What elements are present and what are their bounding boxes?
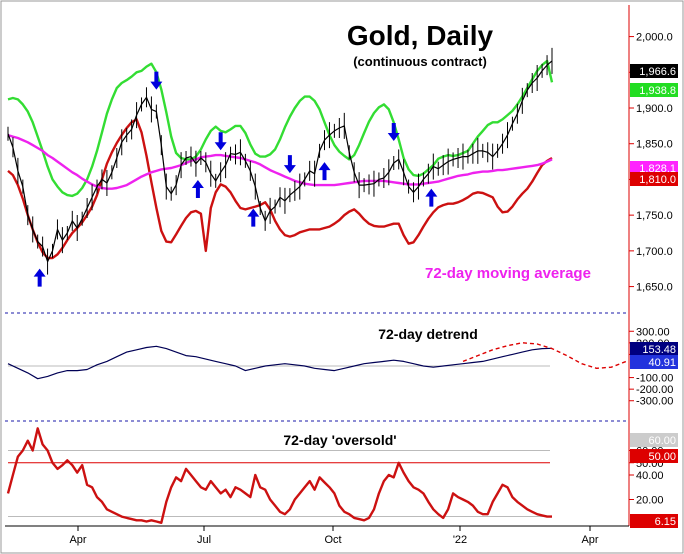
oversold-panel: 72-day 'oversold' 20.00 40.00 50.00 60.00 6… (6, 427, 678, 528)
x-tick-label: Apr (69, 534, 86, 546)
value-tag-box (630, 83, 678, 97)
arrow-up-marker (425, 188, 438, 207)
value-tag-box (630, 172, 678, 186)
y-tick-label: 1,750.0 (636, 210, 673, 222)
oversold-value-tags: 60.00 50.00 6.15 (630, 433, 678, 528)
arrow-up-marker (318, 162, 331, 181)
value-tag-label: 1,938.8 (639, 85, 676, 97)
value-tag-label: 1,810.0 (639, 174, 676, 186)
series-line-lower-band (7, 118, 553, 260)
x-axis-ticks: Apr Jul Oct '22 Apr (69, 526, 599, 546)
x-tick-label: Oct (324, 534, 341, 546)
series-line-detrend (7, 345, 553, 380)
y-tick-label: 1,900.0 (636, 103, 673, 115)
series-line-72-day-moving-average (7, 133, 553, 190)
series-line-projection (462, 342, 627, 369)
value-tag-label: 1,966.6 (639, 66, 676, 78)
value-tag-box (630, 342, 678, 356)
price-series-group (7, 47, 554, 275)
y-tick-label: -100.00 (636, 373, 673, 385)
x-tick-label: Apr (581, 534, 598, 546)
detrend-title: 72-day detrend (378, 326, 478, 342)
y-tick-label: 1,850.0 (636, 139, 673, 151)
y-tick-label: 1,700.0 (636, 246, 673, 258)
series-line-upper-band (7, 59, 554, 198)
value-tag-box (630, 449, 678, 463)
detrend-series-group (7, 342, 627, 380)
value-tag-label: 60.00 (648, 435, 676, 447)
x-tick-label: Jul (197, 534, 211, 546)
chart-subtitle: (continuous contract) (353, 54, 487, 69)
value-tag-box (630, 355, 678, 369)
y-tick-label: -300.00 (636, 396, 673, 408)
chart-title: Gold, Daily (347, 20, 494, 51)
arrow-down-marker (387, 123, 400, 141)
series-line-oversold (6, 427, 552, 524)
y-tick-label: 40.00 (636, 470, 664, 482)
y-tick-label: 1,650.0 (636, 282, 673, 294)
moving-average-annotation: 72-day moving average (425, 265, 591, 282)
oversold-reference-lines (8, 450, 550, 517)
oversold-series-group (6, 427, 552, 524)
value-tag-box (630, 161, 678, 175)
value-tag-box (630, 514, 678, 528)
value-tag-box (630, 64, 678, 78)
value-tag-label: 50.00 (648, 451, 676, 463)
y-tick-label: 20.00 (636, 495, 664, 507)
arrow-up-marker (247, 208, 260, 227)
y-tick-label: 2,000.0 (636, 32, 673, 44)
arrow-down-marker (283, 155, 296, 174)
y-tick-label: -200.00 (636, 384, 673, 396)
x-tick-label: '22 (453, 534, 467, 546)
price-arrows (33, 71, 438, 287)
value-tag-label: 6.15 (655, 516, 676, 528)
value-tag-label: 40.91 (648, 357, 676, 369)
arrow-up-marker (191, 180, 204, 198)
oversold-title: 72-day 'oversold' (283, 432, 396, 448)
value-tag-label: 153.48 (642, 344, 676, 356)
detrend-panel: 72-day detrend -300.00-200.00-100.00100.… (7, 326, 678, 408)
price-panel: Gold, Daily (continuous contract) 72-day… (7, 20, 678, 294)
arrow-down-marker (214, 132, 227, 151)
value-tag-box (630, 433, 678, 447)
arrow-up-marker (33, 268, 46, 287)
price-value-tags: 1,966.61,938.81,828.11,810.0 (630, 64, 678, 186)
y-tick-label: 300.00 (636, 326, 670, 338)
arrow-down-marker (150, 71, 163, 90)
